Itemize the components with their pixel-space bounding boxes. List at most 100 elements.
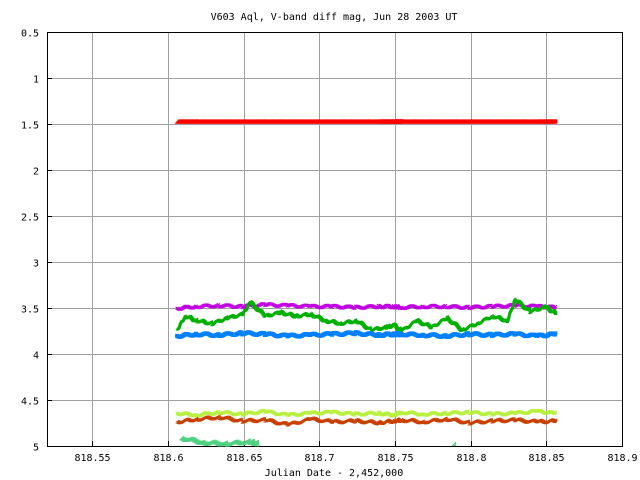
- series-5: [175, 414, 558, 427]
- data-point: [454, 322, 458, 326]
- data-point: [253, 305, 257, 309]
- data-point: [447, 318, 451, 322]
- data-point: [552, 332, 557, 337]
- data-point: [497, 315, 502, 320]
- data-point: [552, 118, 558, 124]
- data-point: [489, 418, 493, 422]
- y-tick-label: 2: [33, 167, 39, 178]
- data-point: [417, 319, 421, 323]
- x-axis-label: Julian Date - 2,452,000: [265, 468, 403, 479]
- data-point: [254, 307, 259, 311]
- data-point: [328, 419, 333, 423]
- data-point: [444, 416, 448, 421]
- data-point: [281, 311, 286, 316]
- data-point: [518, 300, 522, 304]
- data-point: [521, 304, 525, 309]
- data-point: [250, 301, 255, 306]
- y-tick-label: 1.5: [21, 121, 39, 132]
- data-point: [455, 323, 459, 327]
- data-point: [260, 311, 265, 315]
- data-point: [421, 419, 425, 424]
- data-point: [310, 313, 314, 317]
- data-point: [202, 320, 207, 324]
- x-tick-label: 818.8: [456, 453, 486, 464]
- data-point: [519, 302, 523, 306]
- data-point: [251, 302, 255, 306]
- data-point: [457, 325, 461, 330]
- data-point: [361, 322, 365, 326]
- data-point: [319, 317, 323, 321]
- y-tick-label: 4.5: [21, 397, 39, 408]
- data-point: [490, 314, 494, 318]
- data-point: [417, 319, 422, 324]
- data-series: [174, 118, 558, 447]
- data-point: [309, 312, 313, 316]
- data-point: [338, 321, 342, 325]
- data-point: [217, 414, 221, 419]
- data-point: [499, 317, 504, 321]
- data-point: [456, 325, 460, 329]
- x-tick-label: 818.55: [74, 453, 110, 464]
- data-point: [281, 311, 285, 315]
- data-point: [362, 324, 366, 328]
- data-point: [361, 323, 366, 327]
- data-point: [259, 309, 264, 314]
- data-point: [448, 319, 452, 323]
- data-point: [252, 304, 257, 308]
- x-tick-label: 818.7: [304, 453, 334, 464]
- data-point: [527, 308, 532, 312]
- data-point: [202, 319, 206, 323]
- data-point: [289, 312, 294, 317]
- x-tick-label: 818.65: [226, 453, 262, 464]
- data-point: [427, 323, 431, 328]
- data-point: [413, 419, 418, 423]
- x-tick-label: 818.75: [377, 453, 413, 464]
- series-1: [175, 301, 558, 312]
- y-tick-label: 2.5: [21, 213, 39, 224]
- data-point: [520, 418, 525, 422]
- data-point: [553, 418, 558, 422]
- data-point: [290, 313, 294, 317]
- data-point: [227, 416, 231, 420]
- data-point: [419, 321, 423, 325]
- plot-frame: [47, 32, 623, 447]
- data-point: [239, 417, 244, 422]
- y-tick-label: 4: [33, 351, 39, 362]
- data-point: [553, 410, 558, 415]
- data-point: [448, 320, 453, 324]
- data-point: [209, 320, 214, 324]
- data-point: [271, 419, 276, 424]
- data-point: [324, 319, 329, 323]
- series-0: [174, 118, 558, 124]
- data-point: [553, 304, 558, 309]
- series-6: [179, 435, 457, 447]
- data-point: [451, 441, 457, 447]
- data-point: [426, 323, 431, 327]
- data-point: [445, 315, 450, 320]
- data-point: [332, 319, 337, 324]
- data-point: [520, 302, 524, 307]
- data-point: [314, 417, 318, 421]
- data-point: [271, 419, 275, 423]
- data-point: [318, 316, 323, 320]
- x-axis-ticks: 818.55 818.6 818.65 818.7 818.75 818.8 818.85 8…: [74, 441, 638, 464]
- data-point: [315, 418, 319, 422]
- data-point: [457, 326, 462, 331]
- data-point: [250, 301, 254, 305]
- data-point: [229, 417, 233, 421]
- data-point: [518, 301, 523, 305]
- y-tick-label: 0.5: [21, 29, 39, 40]
- data-point: [357, 418, 361, 423]
- data-point: [533, 419, 538, 423]
- data-point: [456, 418, 460, 423]
- data-point: [553, 311, 558, 315]
- data-point: [520, 303, 525, 308]
- y-tick-label: 5: [33, 443, 39, 454]
- data-point: [445, 315, 449, 319]
- series-2: [175, 297, 558, 333]
- data-point: [318, 315, 322, 320]
- data-point: [453, 321, 458, 326]
- data-point: [363, 324, 367, 329]
- data-point: [280, 310, 284, 314]
